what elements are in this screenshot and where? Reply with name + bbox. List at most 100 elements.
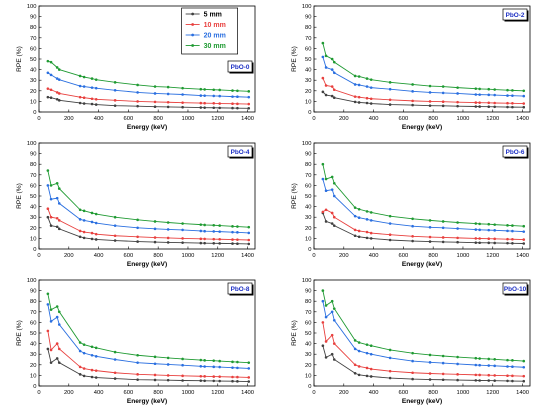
data-point xyxy=(321,210,325,214)
y-tick-label: 50 xyxy=(30,331,36,337)
data-point xyxy=(166,378,170,382)
data-point xyxy=(218,237,221,241)
y-tick-label: 70 xyxy=(305,36,311,42)
y-tick-label: 30 xyxy=(30,352,36,358)
data-point xyxy=(369,231,373,235)
data-point xyxy=(330,352,334,356)
data-point xyxy=(231,242,234,245)
data-point xyxy=(136,83,139,87)
x-tick-label: 800 xyxy=(428,390,438,396)
data-point xyxy=(55,305,59,308)
data-point xyxy=(57,187,61,190)
data-point xyxy=(456,100,459,104)
data-point xyxy=(231,375,234,379)
data-point xyxy=(411,103,414,107)
data-point xyxy=(181,357,184,361)
data-point xyxy=(474,105,478,108)
y-tick-label: 70 xyxy=(30,310,36,316)
data-point xyxy=(353,100,357,104)
y-tick-label: 20 xyxy=(305,363,311,369)
data-point xyxy=(330,85,334,88)
y-tick-label: 30 xyxy=(30,78,36,84)
x-tick-label: 1200 xyxy=(211,116,224,122)
data-point xyxy=(388,98,392,102)
data-point xyxy=(487,373,491,377)
data-point xyxy=(218,230,221,233)
data-point xyxy=(324,177,328,181)
data-point xyxy=(365,351,369,355)
data-point xyxy=(487,222,491,226)
data-point xyxy=(181,93,184,96)
data-point xyxy=(94,221,98,225)
data-point xyxy=(487,228,491,232)
data-point xyxy=(231,238,234,241)
data-point xyxy=(49,361,53,364)
data-point xyxy=(511,105,514,109)
x-tick-label: 600 xyxy=(399,116,409,122)
data-point xyxy=(474,356,478,360)
data-point xyxy=(511,379,514,383)
data-point xyxy=(247,106,251,110)
data-point xyxy=(487,93,491,97)
data-point xyxy=(522,89,526,93)
data-point xyxy=(181,379,184,382)
data-point xyxy=(428,225,432,229)
data-point xyxy=(90,97,94,101)
data-point xyxy=(203,229,206,233)
data-point xyxy=(522,242,526,245)
x-tick-label: 1400 xyxy=(516,390,529,396)
data-point xyxy=(212,94,216,98)
data-point xyxy=(357,341,361,344)
data-point xyxy=(411,359,414,363)
y-tick-label: 90 xyxy=(305,289,311,295)
panel-label: PbO-8 xyxy=(231,286,250,293)
data-point xyxy=(456,221,459,224)
data-point xyxy=(365,366,369,370)
data-point xyxy=(487,364,491,367)
y-tick-label: 40 xyxy=(305,342,311,348)
data-point xyxy=(57,78,61,81)
y-tick-label: 20 xyxy=(30,89,36,95)
data-point xyxy=(474,93,478,96)
data-point xyxy=(332,215,336,219)
data-point xyxy=(365,236,369,240)
panel-label-box xyxy=(227,145,253,158)
data-point xyxy=(330,57,334,61)
data-point xyxy=(57,347,61,351)
data-point xyxy=(369,375,373,378)
y-tick-label: 30 xyxy=(30,215,36,221)
data-point xyxy=(203,241,206,245)
data-point xyxy=(113,215,117,219)
data-point xyxy=(136,104,139,108)
data-point xyxy=(511,89,514,92)
data-point xyxy=(332,60,336,64)
panel-label-box xyxy=(502,8,528,21)
data-point xyxy=(441,220,445,223)
data-point xyxy=(57,68,61,71)
data-point xyxy=(55,91,59,94)
data-point xyxy=(493,105,496,109)
data-point xyxy=(388,81,392,84)
data-point xyxy=(199,379,203,383)
y-axis-label: RPE (%) xyxy=(291,320,298,346)
data-point xyxy=(353,206,357,209)
data-point xyxy=(411,90,414,93)
data-point xyxy=(493,223,496,226)
y-tick-label: 80 xyxy=(305,162,311,168)
x-tick-label: 400 xyxy=(369,390,379,396)
data-point xyxy=(46,207,50,211)
x-axis-label: Energy (keV) xyxy=(127,261,167,268)
data-point xyxy=(57,202,61,205)
data-point xyxy=(247,380,251,383)
data-point xyxy=(212,230,216,233)
panel-label-box xyxy=(502,145,528,158)
data-point xyxy=(55,77,59,80)
x-tick-label: 0 xyxy=(312,253,315,259)
data-point xyxy=(330,299,334,303)
y-tick-label: 40 xyxy=(305,68,311,74)
data-point xyxy=(166,228,170,231)
data-point xyxy=(411,234,414,238)
data-point xyxy=(231,366,234,369)
y-tick-label: 70 xyxy=(305,310,311,316)
